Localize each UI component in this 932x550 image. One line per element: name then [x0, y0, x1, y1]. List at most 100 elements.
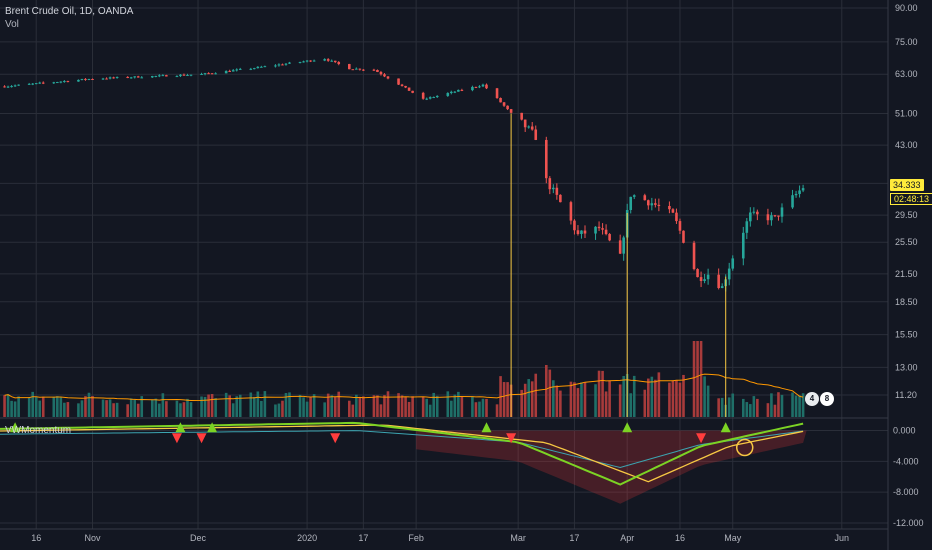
candle-body	[256, 66, 260, 69]
candle-body	[376, 69, 379, 73]
volume-bar	[80, 400, 84, 417]
volume-bar	[450, 400, 453, 417]
volume-bar	[63, 402, 66, 417]
buy-signal-triangle	[207, 422, 218, 433]
volume-bar	[471, 396, 474, 417]
volume-bar	[696, 341, 699, 417]
volume-bar	[506, 382, 509, 417]
time-tick-label: Nov	[84, 533, 101, 543]
candle-body	[140, 77, 144, 79]
volume-bar	[801, 393, 805, 417]
candle-body	[629, 196, 633, 210]
volume-bar	[597, 370, 601, 417]
volume-bar	[91, 395, 94, 417]
candle-body	[158, 75, 161, 77]
buy-signal-triangle	[622, 422, 633, 433]
candle-body	[770, 215, 773, 221]
volume-bar	[749, 404, 752, 417]
candle-body	[523, 119, 527, 128]
volume-bar	[87, 392, 91, 417]
volume-bar	[326, 393, 330, 417]
candle-body	[720, 286, 724, 288]
volume-bar	[231, 403, 235, 417]
indicator-tick-label: 0.000	[893, 426, 916, 436]
candle-body	[478, 86, 481, 88]
volume-bar	[404, 397, 407, 417]
volume-bar	[692, 341, 696, 417]
volume-bar	[675, 380, 678, 417]
candle-body	[435, 95, 439, 98]
volume-bar	[189, 402, 193, 417]
volume-bars	[3, 341, 805, 417]
volume-bar	[485, 398, 488, 417]
volume-bar	[108, 399, 112, 417]
candle-body	[608, 234, 611, 241]
candle-body	[752, 211, 756, 213]
volume-bar	[330, 395, 334, 417]
candle-body	[569, 202, 573, 221]
price-candles	[3, 58, 805, 292]
candle-body	[10, 86, 13, 88]
candle-body	[214, 73, 217, 75]
volume-bar	[263, 391, 267, 417]
time-tick-label: 2020	[297, 533, 317, 543]
candle-body	[347, 64, 351, 70]
candle-body	[678, 221, 682, 231]
price-tick-label: 51.00	[895, 108, 918, 118]
volume-bar	[534, 373, 538, 417]
volume-bar	[720, 397, 724, 417]
symbol-title[interactable]: Brent Crude Oil, 1D, OANDA	[5, 6, 134, 17]
volume-bar	[56, 396, 59, 417]
price-tick-label: 29.50	[895, 210, 918, 220]
candle-body	[397, 78, 400, 85]
price-tick-label: 75.00	[895, 37, 918, 47]
event-badge-1[interactable]: 4	[805, 392, 819, 406]
indicator-title[interactable]: VWMomentum	[5, 425, 72, 436]
volume-bar	[228, 395, 231, 417]
price-tick-label: 18.50	[895, 297, 918, 307]
candle-body	[798, 190, 801, 194]
volume-bar	[435, 395, 439, 417]
candle-body	[263, 66, 267, 68]
volume-bar	[706, 385, 710, 417]
time-tick-label: Apr	[620, 533, 634, 543]
volume-bar	[203, 396, 207, 417]
candle-body	[112, 77, 115, 79]
volume-bar	[355, 394, 358, 417]
volume-bar	[397, 393, 400, 417]
price-tick-label: 13.00	[895, 362, 918, 372]
candle-body	[727, 268, 731, 280]
volume-bar	[41, 396, 45, 417]
volume-bar	[38, 400, 42, 417]
indicator-tick-label: -8.000	[893, 487, 919, 497]
event-badge-2[interactable]: 8	[820, 392, 834, 406]
volume-bar	[794, 395, 798, 417]
candle-body	[647, 200, 650, 206]
volume-bar	[210, 394, 214, 417]
candle-body	[597, 226, 601, 229]
candle-body	[288, 62, 291, 64]
candle-body	[115, 76, 119, 78]
volume-bar	[158, 403, 161, 417]
candle-body	[386, 76, 390, 79]
time-tick-label: May	[724, 533, 742, 543]
candle-body	[238, 68, 242, 70]
momentum-signal-line	[0, 424, 804, 483]
candle-body	[326, 59, 330, 61]
candle-body	[305, 60, 309, 62]
volume-bar	[495, 404, 499, 417]
candle-body	[84, 78, 87, 80]
price-tick-label: 43.00	[895, 140, 918, 150]
candle-body	[333, 60, 337, 63]
volume-bar	[358, 397, 362, 417]
volume-bar	[379, 404, 383, 417]
volume-bar	[200, 396, 203, 417]
candle-body	[358, 68, 362, 70]
volume-legend[interactable]: Vol	[5, 19, 19, 30]
candle-body	[604, 229, 608, 235]
volume-bar	[770, 393, 773, 417]
volume-bar	[632, 375, 636, 417]
candle-body	[136, 76, 140, 78]
